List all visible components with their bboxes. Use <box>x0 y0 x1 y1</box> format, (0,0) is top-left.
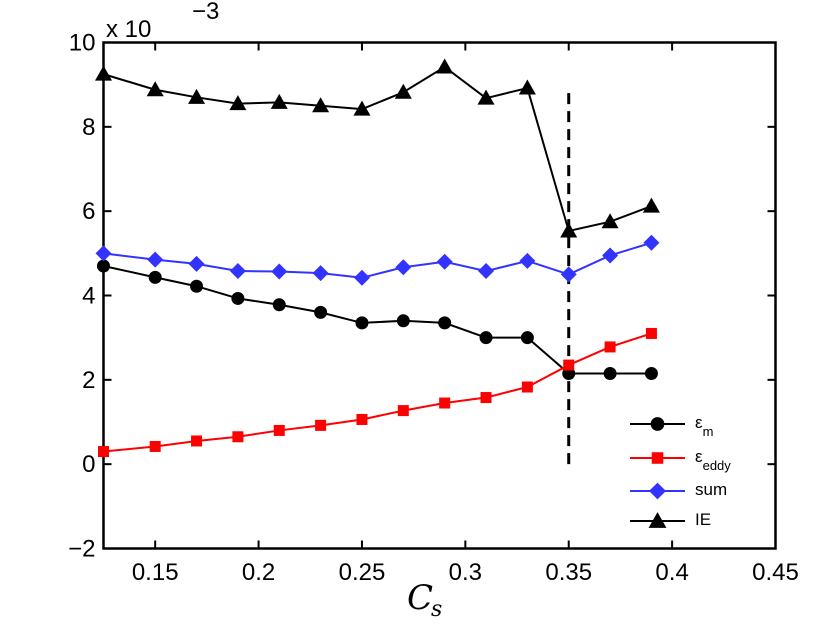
data-point <box>98 446 109 458</box>
data-point <box>355 316 369 330</box>
data-point <box>95 65 112 81</box>
y-tick-label: 10 <box>69 30 96 57</box>
x-axis-title-sub: s <box>431 597 442 622</box>
x-axis-title-main: C <box>407 578 433 618</box>
data-point <box>520 331 534 345</box>
plot-frame <box>102 41 777 550</box>
series-line <box>103 332 652 453</box>
series-3 <box>95 58 660 238</box>
legend-marker <box>648 512 667 528</box>
y-tick-label: −2 <box>68 536 95 563</box>
y-tick-label: 6 <box>82 198 95 225</box>
data-point <box>477 89 495 105</box>
data-point <box>563 359 575 371</box>
data-point <box>148 270 162 284</box>
axis-tick-labels: 0.15 0.2 0.25 0.3 0.35 0.4 0.45 −2 0 2 4 6 8 10 <box>68 30 799 587</box>
y-tick-label: 4 <box>82 283 95 310</box>
series-line <box>103 265 652 375</box>
data-point <box>644 367 658 381</box>
series-line <box>103 241 652 279</box>
data-point <box>395 259 412 276</box>
x-tick-label: 0.3 <box>449 559 482 586</box>
data-point <box>188 255 205 272</box>
data-point <box>436 253 453 270</box>
data-point <box>396 314 410 328</box>
series-line <box>103 65 652 233</box>
legend-label: sum <box>695 480 727 499</box>
legend-item: IE <box>630 510 711 529</box>
legend-label: IE <box>695 510 711 529</box>
legend-marker <box>650 417 665 431</box>
data-point <box>149 440 161 452</box>
y-tick-label: 2 <box>82 367 95 394</box>
data-point <box>603 367 617 381</box>
data-point <box>229 95 247 111</box>
legend-item: sum <box>630 480 727 500</box>
data-point <box>602 247 619 264</box>
x-tick-label: 0.35 <box>545 559 592 586</box>
data-point <box>147 251 164 268</box>
y-tick-label: 0 <box>82 451 95 478</box>
data-point <box>353 269 370 286</box>
plot-area <box>102 41 777 550</box>
series-group <box>95 58 660 458</box>
data-point <box>229 263 246 280</box>
data-point <box>560 266 577 283</box>
data-point <box>95 245 112 262</box>
data-point <box>397 405 409 417</box>
data-point <box>231 291 245 305</box>
data-point <box>312 265 329 282</box>
data-point <box>436 58 454 74</box>
y-tick-label: 8 <box>82 114 95 141</box>
x-tick-label: 0.15 <box>132 559 179 586</box>
series-1 <box>98 327 657 458</box>
data-point <box>232 431 244 443</box>
data-point <box>645 327 657 339</box>
data-point <box>439 397 451 409</box>
data-point <box>604 341 616 353</box>
data-point <box>353 100 371 116</box>
data-point <box>518 79 536 95</box>
data-point <box>315 419 327 431</box>
data-point <box>478 263 495 280</box>
data-point <box>273 424 285 436</box>
data-point <box>480 392 492 404</box>
axis-ticks <box>103 41 777 550</box>
x-tick-label: 0.4 <box>655 559 688 586</box>
data-point <box>356 413 368 425</box>
data-point <box>394 83 412 99</box>
x-tick-label: 0.2 <box>242 559 275 586</box>
data-point <box>97 259 110 273</box>
x-tick-label: 0.45 <box>752 559 799 586</box>
x-tick-label: 0.25 <box>339 559 386 586</box>
data-point <box>601 213 619 229</box>
data-point <box>643 234 660 251</box>
data-point <box>190 279 204 293</box>
data-point <box>271 263 288 280</box>
series-2 <box>95 234 660 286</box>
data-point <box>560 222 578 238</box>
y-multiplier-exponent: −3 <box>192 0 219 25</box>
legend-label-sub: m <box>703 424 714 439</box>
data-point <box>438 316 452 330</box>
data-point <box>312 97 330 113</box>
data-point <box>272 298 286 312</box>
data-point <box>270 93 288 109</box>
legend-label-sub: eddy <box>703 458 732 473</box>
x-axis-title: C s <box>407 578 442 622</box>
legend-marker <box>649 482 666 500</box>
data-point <box>479 331 493 345</box>
legend-marker <box>651 452 664 464</box>
y-multiplier-prefix: x 10 <box>106 16 151 43</box>
data-point <box>314 305 328 319</box>
data-point <box>521 381 533 393</box>
data-point <box>188 88 206 104</box>
data-point <box>642 197 660 213</box>
y-multiplier: x 10 −3 <box>106 0 219 43</box>
data-point <box>191 435 203 447</box>
data-point <box>146 81 164 97</box>
data-point <box>519 252 536 269</box>
